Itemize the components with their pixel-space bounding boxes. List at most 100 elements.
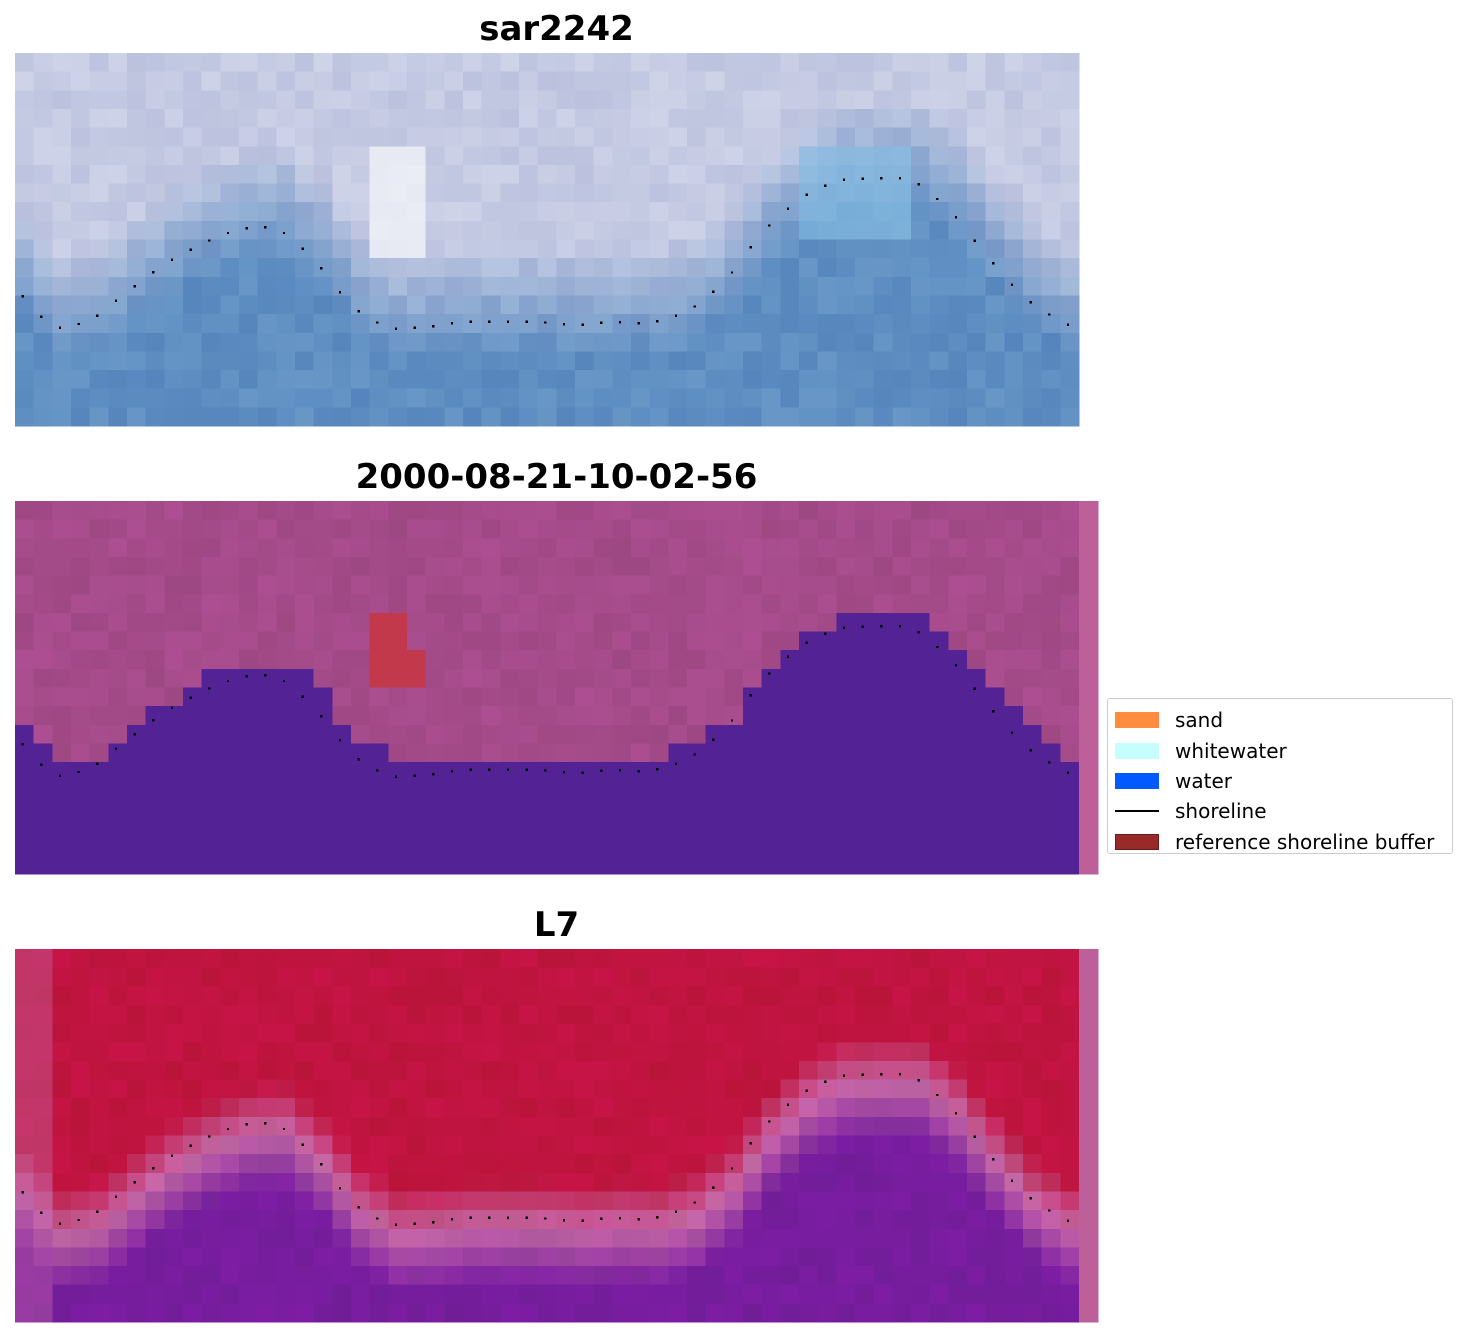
mndwi-pixel (332, 1172, 352, 1193)
mndwi-pixel (1041, 1247, 1061, 1267)
classified-pixel (593, 631, 613, 651)
shoreline-point (973, 239, 976, 242)
mndwi-pixel (855, 1210, 875, 1230)
classified-pixel (967, 538, 987, 558)
rgb-pixel (33, 295, 53, 315)
rgb-pixel (929, 127, 949, 147)
classified-pixel (183, 724, 203, 745)
rgb-pixel (407, 127, 427, 147)
mndwi-pixel (388, 1210, 408, 1230)
classified-pixel (52, 519, 72, 539)
classified-pixel (612, 855, 632, 875)
rgb-pixel (687, 332, 707, 352)
classified-pixel (612, 519, 632, 539)
rgb-pixel (183, 71, 203, 91)
rgb-pixel (911, 332, 931, 352)
classified-pixel (836, 501, 856, 521)
mndwi-pixel (164, 1228, 184, 1248)
mndwi-pixel (929, 1284, 949, 1304)
mndwi-pixel (780, 1191, 800, 1211)
rgb-pixel (145, 108, 165, 129)
mndwi-pixel (575, 1210, 595, 1230)
mndwi-pixel (71, 986, 91, 1006)
rgb-pixel (743, 164, 763, 185)
legend-item-whitewater: whitewater (1115, 735, 1452, 765)
rgb-pixel (556, 71, 576, 91)
classified-pixel (873, 687, 893, 707)
rgb-pixel (537, 314, 557, 334)
classified-pixel (705, 501, 725, 521)
mndwi-pixel (1041, 1023, 1061, 1043)
mndwi-pixel (537, 1154, 557, 1174)
classified-pixel (519, 743, 539, 763)
classified-pixel (985, 538, 1005, 558)
rgb-pixel (145, 220, 165, 241)
classified-pixel (519, 556, 539, 577)
mndwi-pixel (780, 1247, 800, 1267)
classified-pixel (481, 855, 501, 875)
mndwi-pixel (892, 1284, 912, 1304)
rgb-pixel (799, 239, 819, 259)
rgb-pixel (780, 71, 800, 91)
classified-pixel (1060, 612, 1080, 633)
classified-pixel (799, 724, 819, 745)
mndwi-pixel (220, 1172, 240, 1193)
classified-pixel (388, 556, 408, 577)
classified-pixel (537, 799, 557, 819)
rgb-pixel (537, 53, 557, 73)
mndwi-pixel (201, 1284, 221, 1304)
classified-pixel (425, 724, 445, 745)
rgb-pixel (220, 90, 240, 110)
classified-pixel (388, 724, 408, 745)
mndwi-pixel (201, 1116, 221, 1137)
mndwi-pixel (836, 986, 856, 1006)
classified-pixel (612, 650, 632, 670)
classified-pixel (295, 724, 315, 745)
mndwi-pixel (463, 1266, 483, 1286)
rgb-pixel (164, 239, 184, 259)
classified-pixel (668, 687, 688, 707)
classified-pixel (724, 687, 744, 707)
mndwi-pixel (183, 1228, 203, 1248)
mndwi-pixel (425, 1042, 445, 1062)
rgb-pixel (985, 146, 1005, 166)
rgb-pixel (575, 53, 595, 73)
mndwi-pixel (967, 1172, 987, 1193)
classified-pixel (444, 612, 464, 633)
rgb-pixel (855, 258, 875, 278)
mndwi-pixel (873, 967, 893, 987)
rgb-pixel (668, 146, 688, 166)
mndwi-pixel (108, 1042, 128, 1062)
mndwi-pixel (687, 986, 707, 1006)
classified-pixel (836, 538, 856, 558)
classified-pixel (500, 855, 520, 875)
classified-pixel (743, 519, 763, 539)
mndwi-pixel (295, 986, 315, 1006)
mndwi-pixel (799, 1004, 819, 1025)
rgb-pixel (612, 407, 632, 427)
classified-pixel (15, 612, 35, 633)
classified-pixel (15, 762, 35, 782)
shoreline-point (357, 758, 360, 761)
classified-pixel (481, 575, 501, 595)
classified-pixel (369, 780, 389, 800)
shoreline-point (21, 743, 24, 746)
rgb-image (15, 53, 1080, 427)
classified-pixel (967, 743, 987, 763)
classified-pixel (948, 799, 968, 819)
rgb-pixel (873, 183, 893, 203)
classified-pixel (631, 743, 651, 763)
classified-pixel (575, 575, 595, 595)
rgb-pixel (463, 146, 483, 166)
classified-pixel (481, 519, 501, 539)
rgb-pixel (481, 202, 501, 222)
classified-pixel (89, 762, 109, 782)
classified-pixel (276, 631, 296, 651)
rgb-pixel (463, 276, 483, 297)
classified-pixel (911, 762, 931, 782)
mndwi-pixel (71, 1247, 91, 1267)
mndwi-pixel (836, 1135, 856, 1155)
classified-pixel (444, 650, 464, 670)
mndwi-pixel (631, 1042, 651, 1062)
mndwi-pixel (369, 1023, 389, 1043)
